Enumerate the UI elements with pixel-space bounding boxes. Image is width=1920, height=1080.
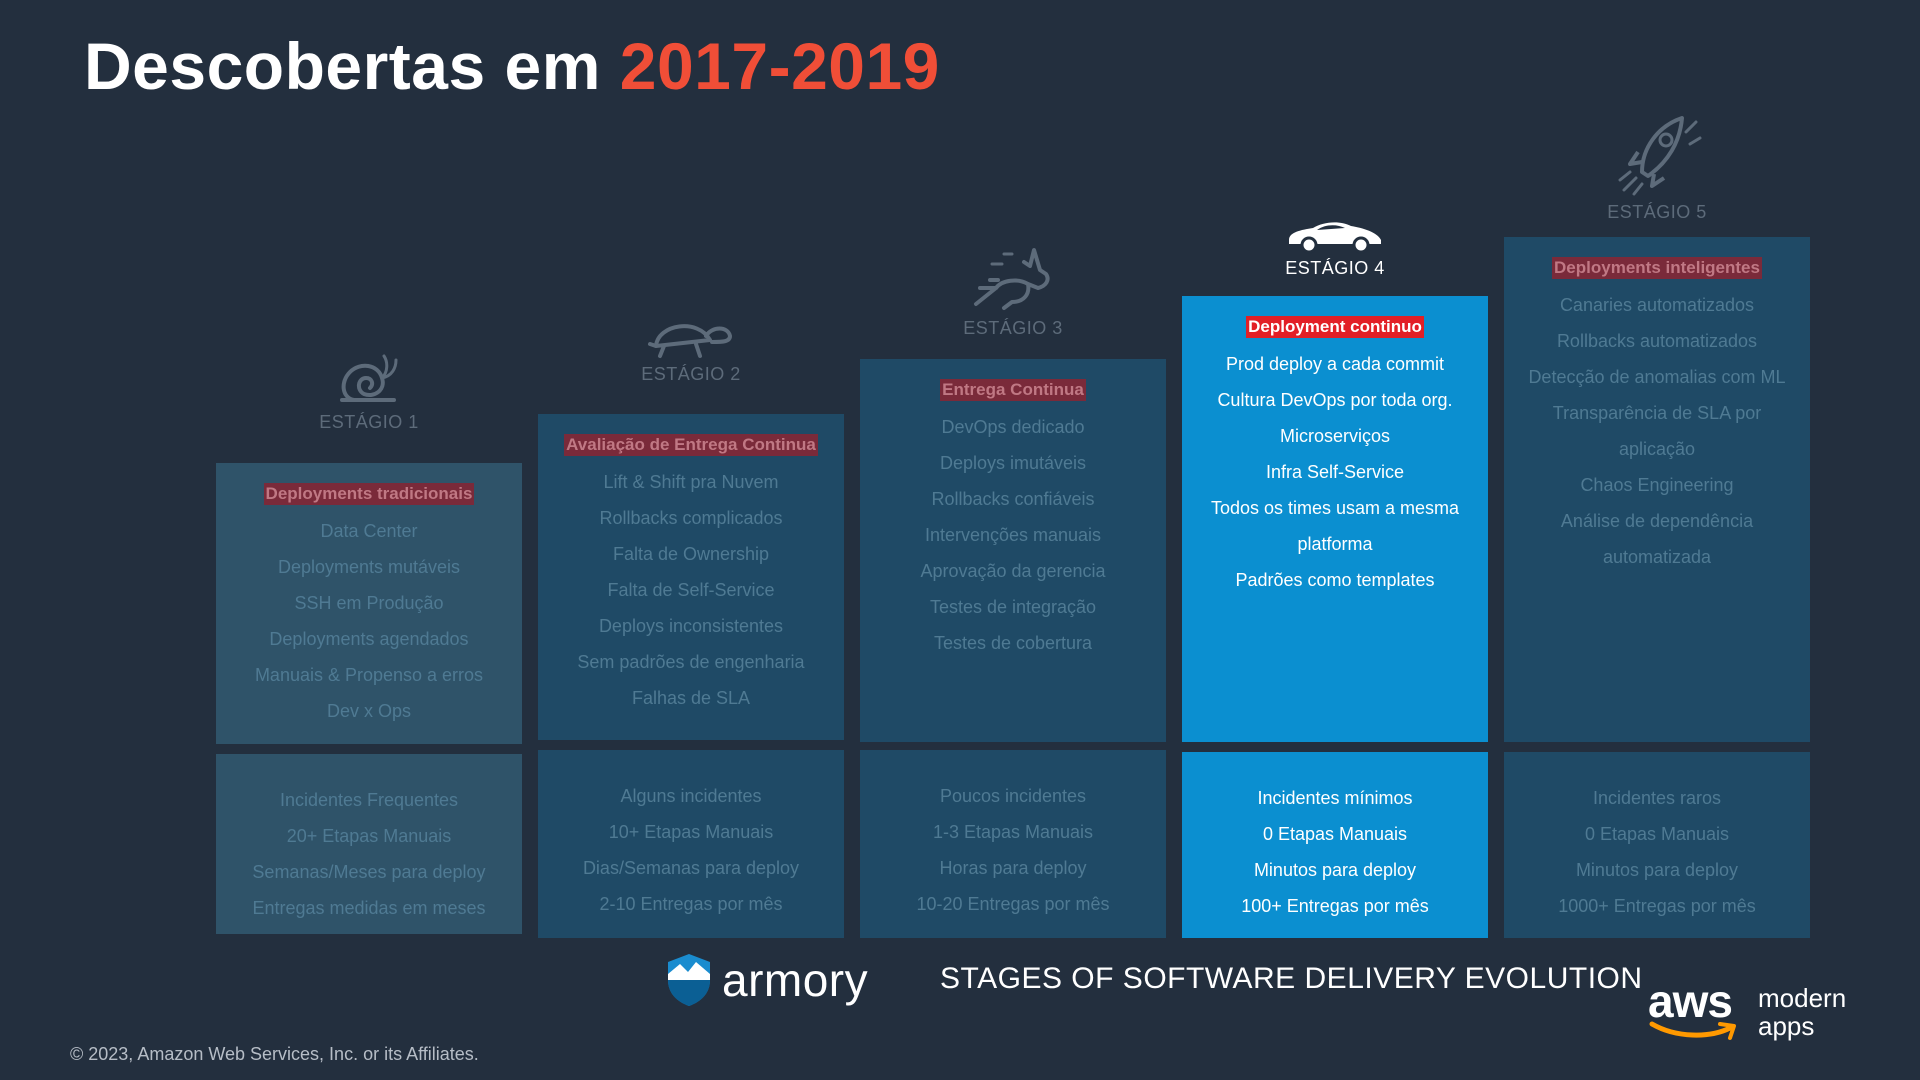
metric-item: Incidentes raros [1592, 788, 1722, 808]
list-item: Falta de Self-Service [607, 580, 775, 600]
armory-brand: armory [722, 954, 869, 1006]
stage-3-tag: Entrega Continua [940, 379, 1086, 401]
list-item: Canaries automatizados [1559, 295, 1755, 315]
list-item: Todos os times usam a mesma platforma [1210, 498, 1460, 554]
metric-item: Minutos para deploy [1575, 860, 1739, 880]
car-icon [1289, 222, 1381, 254]
stage-1-practices: Deployments tradicionais Data Center Dep… [216, 463, 522, 744]
list-item: Manuais & Propenso a erros [254, 665, 484, 685]
stage-3-practices: Entrega Continua DevOps dedicado Deploys… [860, 359, 1166, 742]
list-item: Testes de integração [929, 597, 1097, 617]
metric-item: Poucos incidentes [939, 786, 1087, 806]
stage-4-metrics: Incidentes mínimos 0 Etapas Manuais Minu… [1182, 752, 1488, 938]
list-item: Sem padrões de engenharia [577, 652, 805, 672]
stage-4-practices: Deployment continuo Prod deploy a cada c… [1182, 296, 1488, 742]
modern-line-2: apps [1758, 1011, 1815, 1041]
metric-item: 2-10 Entregas por mês [599, 894, 783, 914]
aws-smile-icon [1649, 1021, 1736, 1040]
metric-item: 1000+ Entregas por mês [1558, 896, 1756, 916]
stage-5-metrics: Incidentes raros 0 Etapas Manuais Minuto… [1504, 752, 1810, 938]
metric-item: 0 Etapas Manuais [1584, 824, 1730, 844]
metric-item: Incidentes mínimos [1257, 788, 1413, 808]
stage-1-tag: Deployments tradicionais [263, 483, 475, 505]
stage-2-tag: Avaliação de Entrega Continua [564, 434, 818, 456]
metric-item: 10+ Etapas Manuais [608, 822, 774, 842]
stage-1-metrics: Incidentes Frequentes 20+ Etapas Manuais… [216, 754, 522, 934]
list-item: Rollbacks confiáveis [931, 489, 1095, 509]
list-item: Análise de dependência automatizada [1560, 511, 1754, 567]
list-item: Aprovação da gerencia [920, 561, 1106, 581]
stage-3-metrics: Poucos incidentes 1-3 Etapas Manuais Hor… [860, 750, 1166, 938]
list-item: Intervenções manuais [924, 525, 1102, 545]
list-item: Chaos Engineering [1580, 475, 1734, 495]
list-item: Data Center [320, 521, 418, 541]
armory-logo: armory [666, 952, 868, 1008]
list-item: Deployments mutáveis [277, 557, 461, 577]
metric-item: 0 Etapas Manuais [1262, 824, 1408, 844]
stage-1-name: ESTÁGIO 1 [319, 412, 419, 432]
metric-item: Entregas medidas em meses [252, 898, 486, 918]
copyright: © 2023, Amazon Web Services, Inc. or its… [70, 1044, 479, 1064]
list-item: Microserviços [1279, 426, 1390, 446]
list-item: Detecção de anomalias com ML [1528, 367, 1786, 387]
list-item: Cultura DevOps por toda org. [1217, 390, 1453, 410]
title-accent: 2017-2019 [619, 29, 940, 103]
stage-1-header: ESTÁGIO 1 [216, 348, 522, 433]
metric-item: Horas para deploy [939, 858, 1087, 878]
stage-5-name: ESTÁGIO 5 [1607, 202, 1707, 222]
stage-3-header: ESTÁGIO 3 [860, 244, 1166, 339]
stage-2-practices: Avaliação de Entrega Continua Lift & Shi… [538, 414, 844, 740]
stage-4-header: ESTÁGIO 4 [1182, 218, 1488, 279]
metric-item: Dias/Semanas para deploy [582, 858, 800, 878]
metric-item: 1-3 Etapas Manuais [932, 822, 1094, 842]
list-item: SSH em Produção [294, 593, 444, 613]
list-item: Rollbacks complicados [599, 508, 783, 528]
list-item: Deploys imutáveis [939, 453, 1087, 473]
turtle-icon [648, 324, 733, 358]
stage-4-name: ESTÁGIO 4 [1285, 258, 1385, 278]
rocket-icon [1618, 116, 1702, 196]
modern-line-1: modern [1758, 983, 1847, 1013]
tagline: STAGES OF SOFTWARE DELIVERY EVOLUTION [940, 962, 1643, 995]
list-item: Prod deploy a cada commit [1225, 354, 1445, 374]
list-item: Transparência de SLA por aplicação [1552, 403, 1762, 459]
metric-item: 20+ Etapas Manuais [286, 826, 452, 846]
stage-3-name: ESTÁGIO 3 [963, 318, 1063, 338]
stage-2-metrics: Alguns incidentes 10+ Etapas Manuais Dia… [538, 750, 844, 938]
aws-wordmark: aws [1648, 975, 1733, 1027]
list-item: Testes de cobertura [933, 633, 1093, 653]
metric-item: Incidentes Frequentes [279, 790, 459, 810]
list-item: Falta de Ownership [612, 544, 770, 564]
title-main: Descobertas em [84, 29, 601, 103]
metric-item: Alguns incidentes [620, 786, 762, 806]
stage-5-practices: Deployments inteligentes Canaries automa… [1504, 237, 1810, 742]
metric-item: Minutos para deploy [1253, 860, 1417, 880]
metric-item: Semanas/Meses para deploy [252, 862, 486, 882]
list-item: DevOps dedicado [941, 417, 1085, 437]
aws-logo: aws [1648, 978, 1742, 1042]
stage-4-tag: Deployment continuo [1246, 316, 1424, 338]
list-item: Deploys inconsistentes [598, 616, 784, 636]
stage-2-name: ESTÁGIO 2 [641, 364, 741, 384]
armory-shield-icon [668, 954, 710, 1006]
list-item: Dev x Ops [326, 701, 412, 721]
list-item: Lift & Shift pra Nuvem [603, 472, 779, 492]
stage-5-tag: Deployments inteligentes [1552, 257, 1762, 279]
snail-icon [340, 354, 398, 402]
page-title: Descobertas em 2017-2019 [84, 28, 940, 104]
list-item: Infra Self-Service [1265, 462, 1405, 482]
list-item: Padrões como templates [1235, 570, 1435, 590]
stage-2-header: ESTÁGIO 2 [538, 310, 844, 385]
modern-apps-label: modern apps [1758, 984, 1846, 1040]
list-item: Rollbacks automatizados [1556, 331, 1758, 351]
metric-item: 10-20 Entregas por mês [916, 894, 1110, 914]
rabbit-icon [974, 248, 1050, 310]
list-item: Deployments agendados [269, 629, 469, 649]
list-item: Falhas de SLA [631, 688, 751, 708]
stage-5-header: ESTÁGIO 5 [1504, 112, 1810, 223]
metric-item: 100+ Entregas por mês [1241, 896, 1429, 916]
